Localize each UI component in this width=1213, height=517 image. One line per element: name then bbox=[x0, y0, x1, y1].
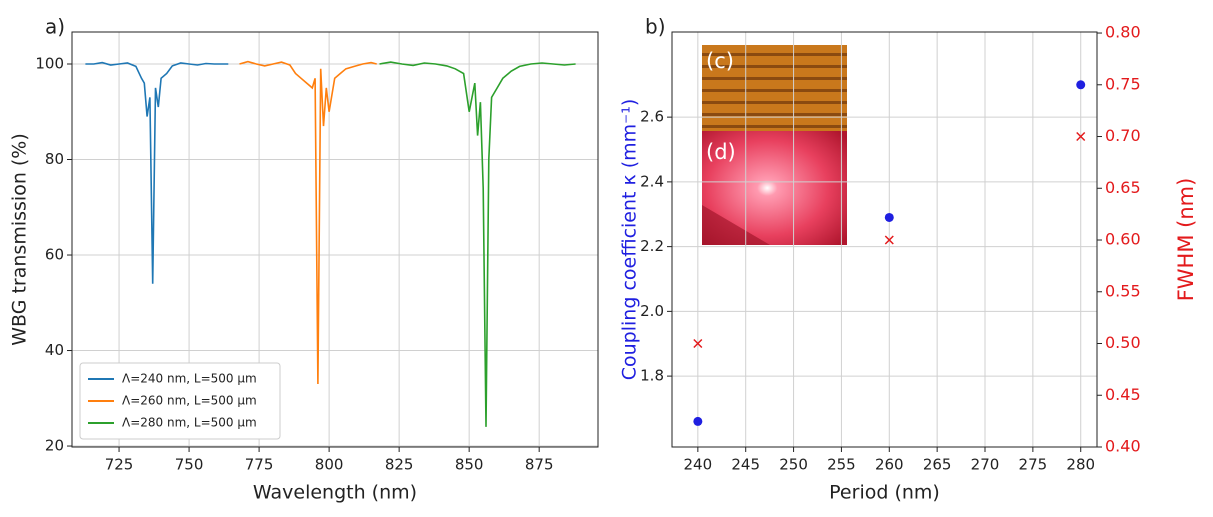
y2-tick-label: 0.45 bbox=[1105, 385, 1141, 404]
y2-tick-label: 0.65 bbox=[1105, 178, 1141, 197]
spectrum-line bbox=[239, 60, 377, 385]
y-tick-label: 1.8 bbox=[640, 367, 664, 385]
x-tick-label: 875 bbox=[525, 456, 554, 474]
spectrum-line bbox=[379, 61, 576, 427]
y2-tick-label: 0.60 bbox=[1105, 230, 1141, 249]
inset-shadow bbox=[702, 205, 770, 245]
x-axis-label: Wavelength (nm) bbox=[253, 482, 417, 504]
inset-label: (c) bbox=[706, 49, 734, 73]
x-tick-label: 240 bbox=[684, 456, 713, 474]
cross-marker bbox=[884, 235, 894, 245]
y2-tick-label: 0.55 bbox=[1105, 281, 1141, 300]
x-tick-label: 255 bbox=[827, 456, 856, 474]
x-tick-label: 725 bbox=[105, 456, 134, 474]
x-tick-label: 775 bbox=[245, 456, 274, 474]
legend-label: Λ=240 nm, L=500 μm bbox=[122, 372, 257, 386]
y2-tick-label: 0.80 bbox=[1105, 23, 1141, 42]
y-tick-label: 40 bbox=[45, 341, 64, 359]
x-tick-label: 850 bbox=[455, 456, 484, 474]
dot-marker bbox=[693, 416, 703, 426]
plot-frame bbox=[71, 31, 599, 448]
x-tick-label: 825 bbox=[385, 456, 414, 474]
x-tick-label: 275 bbox=[1019, 456, 1048, 474]
cross-marker bbox=[693, 338, 703, 349]
legend-label: Λ=260 nm, L=500 μm bbox=[122, 394, 257, 408]
y-tick-label: 100 bbox=[35, 54, 64, 72]
legend-label: Λ=280 nm, L=500 μm bbox=[122, 416, 257, 430]
y-tick-label: 2.2 bbox=[640, 237, 664, 255]
spectrum-line bbox=[85, 61, 229, 284]
y-tick-label: 2.6 bbox=[640, 108, 664, 126]
x-tick-label: 280 bbox=[1066, 456, 1095, 474]
y-axis-label: Coupling coefficient κ (mm⁻¹) bbox=[619, 99, 641, 381]
x-tick-label: 260 bbox=[875, 456, 904, 474]
x-tick-label: 270 bbox=[971, 456, 1000, 474]
y-tick-label: 60 bbox=[45, 246, 64, 264]
x-tick-label: 265 bbox=[923, 456, 952, 474]
x-tick-label: 750 bbox=[175, 456, 204, 474]
x-tick-label: 250 bbox=[779, 456, 808, 474]
panel-label: a) bbox=[45, 15, 65, 39]
panel-label: b) bbox=[645, 15, 666, 39]
inset-label: (d) bbox=[706, 140, 736, 164]
y2-tick-label: 0.40 bbox=[1105, 437, 1141, 456]
legend-box bbox=[79, 362, 281, 440]
x-axis-label: Period (nm) bbox=[829, 482, 940, 504]
y2-tick-label: 0.75 bbox=[1105, 74, 1141, 93]
y-tick-label: 20 bbox=[45, 437, 64, 455]
x-tick-label: 245 bbox=[731, 456, 760, 474]
y-tick-label: 80 bbox=[45, 150, 64, 168]
y2-tick-label: 0.50 bbox=[1105, 333, 1141, 352]
dot-marker bbox=[884, 212, 894, 222]
x-tick-label: 800 bbox=[315, 456, 344, 474]
y-axis-label: WBG transmission (%) bbox=[9, 133, 31, 346]
y-tick-label: 2.4 bbox=[640, 172, 664, 190]
y2-axis-label: FWHM (nm) bbox=[1174, 178, 1198, 302]
plot-frame bbox=[671, 31, 1098, 448]
y-tick-label: 2.0 bbox=[640, 302, 664, 320]
dot-marker bbox=[1076, 80, 1086, 90]
cross-marker bbox=[1076, 131, 1086, 142]
y2-tick-label: 0.70 bbox=[1105, 126, 1141, 145]
inset-images bbox=[702, 45, 847, 245]
